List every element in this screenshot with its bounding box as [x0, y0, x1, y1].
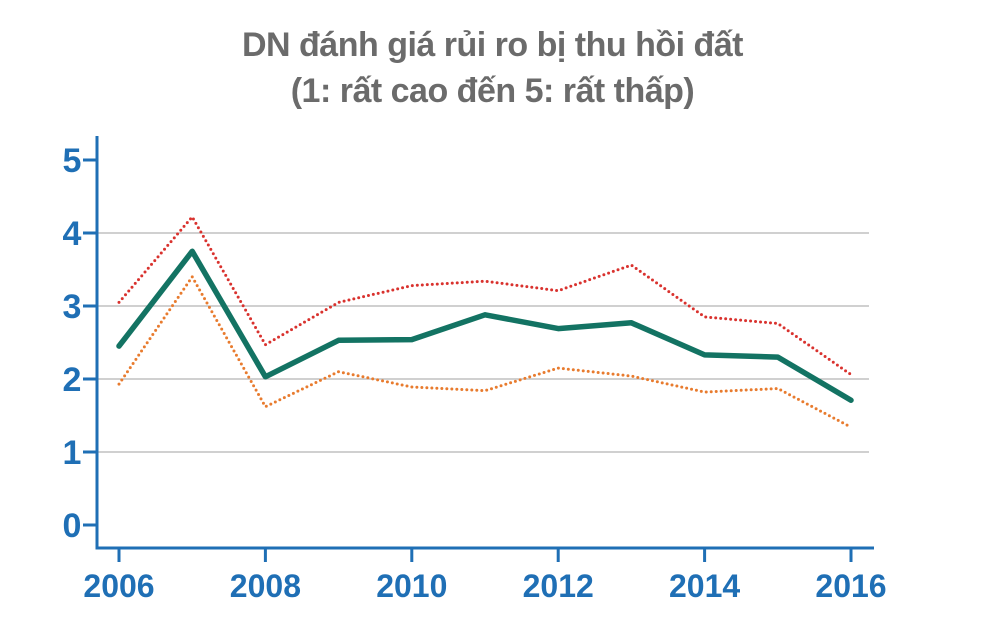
- series-line-2: [117, 275, 853, 429]
- chart-title: DN đánh giá rủi ro bị thu hồi đất (1: rấ…: [0, 22, 985, 114]
- x-tick-label-2016: 2016: [815, 568, 886, 604]
- y-tick-label-1: 1: [63, 434, 82, 472]
- x-tick-label-2010: 2010: [376, 568, 447, 604]
- y-tick-label-4: 4: [63, 215, 82, 253]
- chart-title-line-2: (1: rất cao đến 5: rất thấp): [290, 72, 695, 110]
- x-tick-label-2014: 2014: [669, 568, 740, 604]
- y-tick-label-0: 0: [63, 507, 82, 545]
- y-tick-label-5: 5: [63, 142, 82, 180]
- y-tick-label-3: 3: [63, 288, 82, 326]
- x-tick-label-2006: 2006: [83, 568, 154, 604]
- series-lines: [116, 215, 854, 429]
- tick-labels: 0 1 2 3 4 5 2006 2008 2010 2012 2014 2016: [63, 142, 887, 604]
- series-line-1: [116, 248, 854, 403]
- y-tick-label-2: 2: [63, 361, 82, 399]
- gridlines: [97, 232, 869, 453]
- axes: [83, 136, 874, 562]
- x-tick-label-2012: 2012: [523, 568, 594, 604]
- x-tick-label-2008: 2008: [230, 568, 301, 604]
- series-line-0: [117, 215, 853, 377]
- chart-title-line-1: DN đánh giá rủi ro bị thu hồi đất: [241, 26, 744, 64]
